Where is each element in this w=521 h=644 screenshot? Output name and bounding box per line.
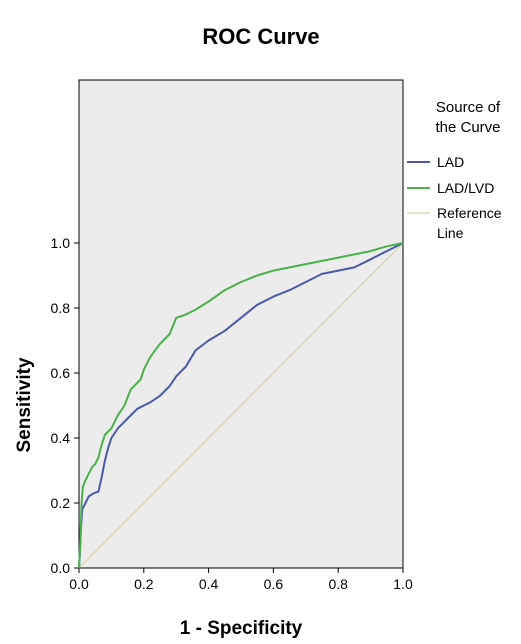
legend-label: LAD/LVD bbox=[437, 180, 494, 196]
x-tick-label: 0.6 bbox=[264, 576, 284, 592]
x-tick-label: 0.4 bbox=[199, 576, 219, 592]
axis-ticks: 0.0 0.2 0.4 0.6 0.8 1.0 0.0 0.2 0.4 0.6 0.8 1.0 bbox=[51, 235, 413, 592]
y-tick-label: 1.0 bbox=[51, 235, 71, 251]
x-axis-title: 1 - Specificity bbox=[180, 618, 303, 639]
x-tick-label: 1.0 bbox=[393, 576, 413, 592]
series-group bbox=[78, 242, 404, 569]
x-tick-label: 0.2 bbox=[134, 576, 154, 592]
chart-title: ROC Curve bbox=[202, 24, 319, 49]
y-tick-label: 0.0 bbox=[51, 560, 71, 576]
y-tick-label: 0.2 bbox=[51, 495, 71, 511]
legend-label: LAD bbox=[437, 154, 464, 170]
legend-label: Reference bbox=[437, 205, 502, 221]
x-tick-label: 0.8 bbox=[328, 576, 348, 592]
legend: Source of the Curve LAD LAD/LVD Reference Lin… bbox=[407, 99, 502, 241]
series-line-lad bbox=[78, 242, 404, 569]
plot-area bbox=[78, 79, 404, 569]
y-tick-label: 0.8 bbox=[51, 300, 71, 316]
y-tick-label: 0.4 bbox=[51, 430, 71, 446]
y-axis-title: Sensitivity bbox=[14, 357, 35, 452]
series-line-lad-lvd bbox=[78, 242, 404, 569]
x-tick-label: 0.0 bbox=[69, 576, 89, 592]
legend-title: the Curve bbox=[435, 119, 500, 136]
y-tick-label: 0.6 bbox=[51, 365, 71, 381]
legend-label: Line bbox=[437, 225, 464, 241]
legend-title: Source of bbox=[436, 99, 501, 116]
series-line-reference-line bbox=[78, 242, 404, 569]
